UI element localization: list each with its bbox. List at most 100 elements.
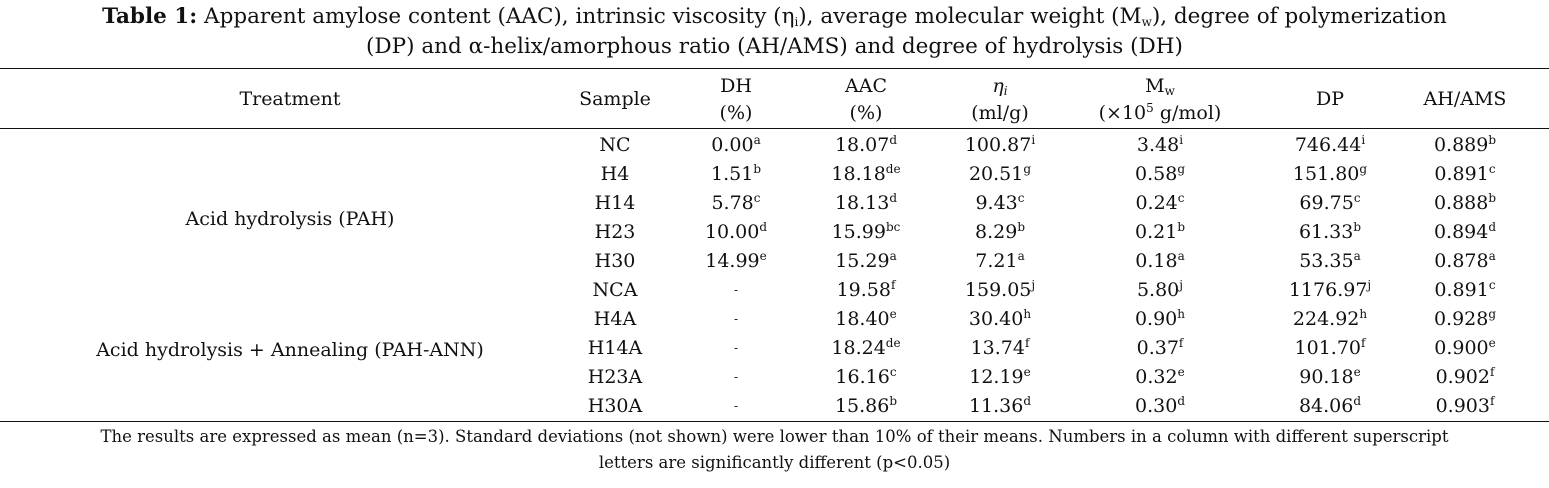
- caption-line-2: (DP) and α-helix/amorphous ratio (AH/AMS…: [366, 34, 1183, 59]
- cell-value: 3.48: [1136, 134, 1180, 156]
- cell-ahams: 0.888b: [1410, 190, 1520, 217]
- cell-aac: 18.13d: [806, 190, 926, 217]
- header-dh-unit: (%): [719, 102, 753, 124]
- cell-value: 0.30: [1135, 395, 1178, 417]
- cell-value: 69.75: [1299, 192, 1354, 214]
- header-mw-unit: (×105 g/mol): [1098, 101, 1222, 124]
- cell-dp: 69.75c: [1260, 190, 1400, 217]
- cell-value: 16.16: [835, 366, 890, 388]
- cell-ahams: 0.889b: [1410, 132, 1520, 159]
- cell-value: 84.06: [1298, 395, 1354, 417]
- cell-superscript: a: [753, 133, 761, 147]
- cell-superscript: e: [1177, 365, 1185, 379]
- cell-value: -: [733, 399, 739, 413]
- cell-superscript: c: [889, 365, 897, 379]
- cell-eta: 159.05j: [940, 277, 1060, 304]
- cell-aac: 16.16c: [806, 364, 926, 391]
- cell-value: 19.58: [836, 279, 891, 301]
- cell-value: 15.29: [835, 250, 890, 272]
- cell-value: 0.894: [1433, 221, 1489, 243]
- cell-dh: -: [676, 335, 796, 364]
- cell-superscript: e: [889, 307, 897, 321]
- header-rule: [0, 128, 1549, 129]
- table-footnote: The results are expressed as mean (n=3).…: [0, 424, 1549, 476]
- cell-value: -: [733, 312, 739, 326]
- cell-eta: 20.51g: [940, 161, 1060, 188]
- cell-value: 10.00: [704, 221, 760, 243]
- cell-superscript: de: [885, 336, 901, 350]
- cell-value: 1176.97: [1288, 279, 1368, 301]
- cell-dh: -: [676, 277, 796, 306]
- header-dp: DP: [1315, 88, 1345, 110]
- cell-ahams: 0.900e: [1410, 335, 1520, 362]
- header-treatment: Treatment: [239, 88, 341, 110]
- cell-superscript: bc: [886, 220, 901, 234]
- cell-value: 159.05: [964, 279, 1032, 301]
- cell-eta: 8.29b: [940, 219, 1060, 246]
- cell-value: 0.37: [1136, 337, 1179, 359]
- cell-superscript: h: [1359, 307, 1368, 321]
- cell-sample: H4: [600, 163, 630, 185]
- cell-value: 9.43: [975, 192, 1018, 214]
- cell-ahams: 0.891c: [1410, 161, 1520, 188]
- caption-label: Table 1:: [102, 4, 198, 29]
- cell-superscript: i: [1361, 133, 1366, 147]
- cell-sample: H30: [594, 250, 636, 272]
- cell-ahams: 0.878a: [1410, 248, 1520, 275]
- cell-sample: NC: [599, 134, 631, 156]
- cell-ahams: 0.903f: [1410, 393, 1520, 420]
- cell-dp: 746.44i: [1260, 132, 1400, 159]
- cell-superscript: g: [1177, 162, 1185, 176]
- cell-value: 15.86: [834, 395, 890, 417]
- cell-value: 0.24: [1135, 192, 1178, 214]
- cell-value: 0.928: [1433, 308, 1489, 330]
- cell-sample: H30A: [587, 395, 643, 417]
- cell-superscript: b: [1353, 220, 1362, 234]
- table-caption: Table 1: Apparent amylose content (AAC),…: [0, 2, 1549, 62]
- header-aac: AAC: [845, 75, 887, 97]
- caption-line-1: Table 1: Apparent amylose content (AAC),…: [102, 4, 1447, 29]
- cell-value: 8.29: [975, 221, 1018, 243]
- cell-sample: NCA: [592, 279, 638, 301]
- cell-value: 0.90: [1134, 308, 1178, 330]
- cell-mw: 0.58g: [1080, 161, 1240, 188]
- cell-ahams: 0.928g: [1410, 306, 1520, 333]
- cell-dp: 1176.97j: [1260, 277, 1400, 304]
- header-aac-unit: (%): [849, 102, 883, 124]
- cell-superscript: f: [1489, 394, 1495, 408]
- cell-superscript: b: [1488, 191, 1497, 205]
- cell-aac: 15.29a: [806, 248, 926, 275]
- cell-value: 224.92: [1292, 308, 1360, 330]
- cell-superscript: g: [1488, 307, 1497, 321]
- footnote-line-1: The results are expressed as mean (n=3).…: [100, 427, 1449, 446]
- cell-superscript: f: [890, 278, 896, 292]
- cell-dh: 14.99e: [676, 248, 796, 275]
- cell-eta: 13.74f: [940, 335, 1060, 362]
- cell-superscript: a: [1488, 249, 1496, 263]
- group-label-pah-ann: Acid hydrolysis + Annealing (PAH-ANN): [96, 339, 484, 361]
- cell-value: 0.18: [1135, 250, 1178, 272]
- cell-dp: 53.35a: [1260, 248, 1400, 275]
- cell-value: 0.891: [1434, 163, 1489, 185]
- cell-mw: 0.37f: [1080, 335, 1240, 362]
- cell-sample: H14: [594, 192, 636, 214]
- cell-mw: 0.18a: [1080, 248, 1240, 275]
- cell-value: 0.900: [1434, 337, 1489, 359]
- cell-value: 1.51: [711, 163, 754, 185]
- cell-value: 0.58: [1135, 163, 1178, 185]
- cell-dp: 224.92h: [1260, 306, 1400, 333]
- cell-value: 18.24: [831, 337, 886, 359]
- cell-aac: 18.18de: [806, 161, 926, 188]
- header-eta-unit: (ml/g): [971, 102, 1029, 124]
- header-sample: Sample: [579, 88, 651, 110]
- cell-superscript: f: [1489, 365, 1495, 379]
- cell-aac: 18.07d: [806, 132, 926, 159]
- cell-value: 5.78: [711, 192, 754, 214]
- cell-mw: 0.32e: [1080, 364, 1240, 391]
- cell-value: 151.80: [1292, 163, 1360, 185]
- bottom-rule: [0, 421, 1549, 422]
- cell-value: 0.00: [711, 134, 754, 156]
- cell-superscript: j: [1367, 278, 1372, 292]
- cell-superscript: f: [1024, 336, 1030, 350]
- cell-aac: 18.24de: [806, 335, 926, 362]
